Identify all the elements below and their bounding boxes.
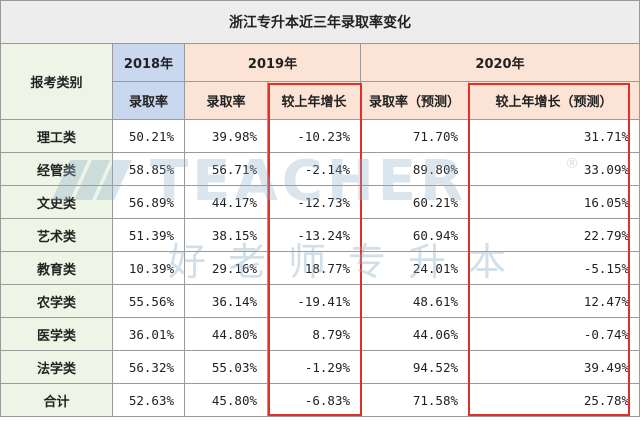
rate-2019-cell: 38.15% bbox=[185, 219, 268, 252]
header-year-2019: 2019年 bbox=[185, 44, 361, 82]
rate-2020-cell: 71.70% bbox=[361, 120, 469, 153]
rate-2020-cell: 71.58% bbox=[361, 384, 469, 417]
rate-2019-cell: 44.80% bbox=[185, 318, 268, 351]
rate-2019-cell: 29.16% bbox=[185, 252, 268, 285]
growth-2020-cell: 12.47% bbox=[469, 285, 640, 318]
growth-2020-cell: 39.49% bbox=[469, 351, 640, 384]
growth-2019-cell: -2.14% bbox=[268, 153, 361, 186]
rate-2018-cell: 55.56% bbox=[113, 285, 185, 318]
rate-2020-cell: 94.52% bbox=[361, 351, 469, 384]
rate-2018-cell: 51.39% bbox=[113, 219, 185, 252]
growth-2020-cell: 22.79% bbox=[469, 219, 640, 252]
rate-2020-cell: 44.06% bbox=[361, 318, 469, 351]
category-cell: 理工类 bbox=[0, 120, 113, 153]
growth-2019-cell: 8.79% bbox=[268, 318, 361, 351]
rate-2018-cell: 36.01% bbox=[113, 318, 185, 351]
rate-2019-cell: 36.14% bbox=[185, 285, 268, 318]
category-cell: 农学类 bbox=[0, 285, 113, 318]
header-year-2018: 2018年 bbox=[113, 44, 185, 82]
growth-2019-cell: -13.24% bbox=[268, 219, 361, 252]
rate-2019-cell: 39.98% bbox=[185, 120, 268, 153]
growth-2020-cell: 31.71% bbox=[469, 120, 640, 153]
growth-2019-cell: -19.41% bbox=[268, 285, 361, 318]
growth-2019-cell: -10.23% bbox=[268, 120, 361, 153]
rate-2018-cell: 50.21% bbox=[113, 120, 185, 153]
category-cell: 文史类 bbox=[0, 186, 113, 219]
growth-2020-cell: 25.78% bbox=[469, 384, 640, 417]
rate-2019-cell: 55.03% bbox=[185, 351, 268, 384]
growth-2019-cell: -6.83% bbox=[268, 384, 361, 417]
header-category: 报考类别 bbox=[0, 44, 113, 120]
rate-2020-cell: 60.21% bbox=[361, 186, 469, 219]
rate-2018-cell: 56.32% bbox=[113, 351, 185, 384]
growth-2019-cell: -1.29% bbox=[268, 351, 361, 384]
growth-2019-cell: 18.77% bbox=[268, 252, 361, 285]
header-rate-2019: 录取率 bbox=[185, 82, 268, 120]
rate-2018-cell: 10.39% bbox=[113, 252, 185, 285]
header-growth-2019: 较上年增长 bbox=[268, 82, 361, 120]
header-rate-2020: 录取率（预测） bbox=[361, 82, 469, 120]
growth-2020-cell: 33.09% bbox=[469, 153, 640, 186]
rate-2020-cell: 89.80% bbox=[361, 153, 469, 186]
category-cell: 教育类 bbox=[0, 252, 113, 285]
rate-2020-cell: 48.61% bbox=[361, 285, 469, 318]
table-title: 浙江专升本近三年录取率变化 bbox=[0, 0, 640, 44]
rate-2018-cell: 56.89% bbox=[113, 186, 185, 219]
header-year-2020: 2020年 bbox=[361, 44, 640, 82]
category-cell: 合计 bbox=[0, 384, 113, 417]
header-growth-2020: 较上年增长（预测） bbox=[469, 82, 640, 120]
growth-2020-cell: -0.74% bbox=[469, 318, 640, 351]
growth-2019-cell: -12.73% bbox=[268, 186, 361, 219]
rate-2018-cell: 52.63% bbox=[113, 384, 185, 417]
growth-2020-cell: 16.05% bbox=[469, 186, 640, 219]
rate-2019-cell: 45.80% bbox=[185, 384, 268, 417]
category-cell: 法学类 bbox=[0, 351, 113, 384]
category-cell: 医学类 bbox=[0, 318, 113, 351]
rate-2019-cell: 44.17% bbox=[185, 186, 268, 219]
rate-2019-cell: 56.71% bbox=[185, 153, 268, 186]
header-rate-2018: 录取率 bbox=[113, 82, 185, 120]
category-cell: 经管类 bbox=[0, 153, 113, 186]
category-cell: 艺术类 bbox=[0, 219, 113, 252]
rate-2018-cell: 58.85% bbox=[113, 153, 185, 186]
rate-2020-cell: 60.94% bbox=[361, 219, 469, 252]
rate-2020-cell: 24.01% bbox=[361, 252, 469, 285]
growth-2020-cell: -5.15% bbox=[469, 252, 640, 285]
